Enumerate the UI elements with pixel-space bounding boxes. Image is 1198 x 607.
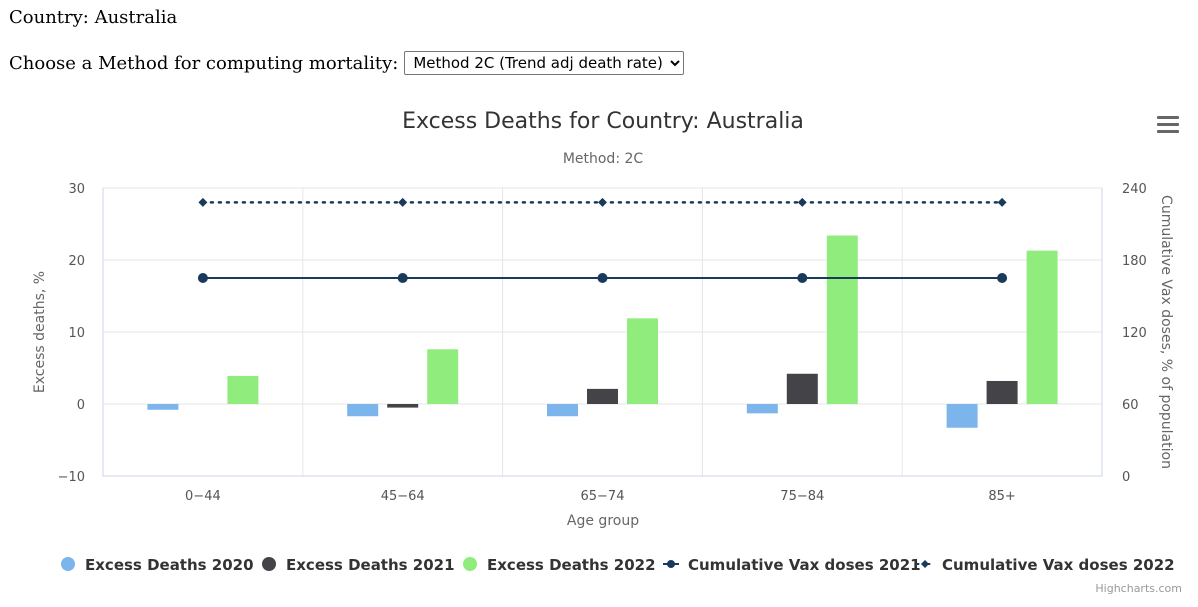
bar-excess-deaths-2022 xyxy=(427,349,459,404)
bar-excess-deaths-2021 xyxy=(786,373,818,404)
y-tick-label: −10 xyxy=(58,470,85,485)
legend-item-cumulative-vax-doses-2021[interactable]: Cumulative Vax doses 2021 xyxy=(688,556,921,574)
bar-excess-deaths-2022 xyxy=(627,318,658,404)
y2-tick-label: 240 xyxy=(1122,182,1147,197)
marker-cumulative-vax-doses-2021 xyxy=(397,273,408,283)
legend-symbol-excess-deaths-2021 xyxy=(262,557,276,571)
legend-item-cumulative-vax-doses-2022[interactable]: Cumulative Vax doses 2022 xyxy=(942,556,1175,574)
marker-cumulative-vax-doses-2022 xyxy=(797,197,807,207)
bar-excess-deaths-2021 xyxy=(986,380,1018,404)
method-prompt: Choose a Method for computing mortality: xyxy=(9,52,399,74)
grid xyxy=(102,187,1103,477)
x-tick-label: 65−74 xyxy=(581,489,625,504)
y-axis-title: Excess deaths, % xyxy=(32,271,48,393)
chart-title: Excess Deaths for Country: Australia xyxy=(402,109,804,134)
bar-excess-deaths-2020 xyxy=(746,404,778,414)
y2-axis-title: Cumulative Vax doses, % of population xyxy=(1158,195,1174,469)
legend-item-excess-deaths-2022[interactable]: Excess Deaths 2022 xyxy=(487,556,656,574)
bar-excess-deaths-2020 xyxy=(147,404,179,410)
marker-cumulative-vax-doses-2021 xyxy=(797,273,808,283)
legend-symbol-excess-deaths-2020 xyxy=(61,557,75,571)
x-tick-label: 75−84 xyxy=(780,489,824,504)
legend: Excess Deaths 2020 Excess Deaths 2021 Exce… xyxy=(61,556,1175,574)
bars-layer xyxy=(147,235,1058,428)
marker-cumulative-vax-doses-2022 xyxy=(398,197,408,207)
legend-item-excess-deaths-2021[interactable]: Excess Deaths 2021 xyxy=(286,556,455,574)
marker-cumulative-vax-doses-2021 xyxy=(197,273,208,283)
method-row: Choose a Method for computing mortality:… xyxy=(9,51,685,75)
country-label: Country: Australia xyxy=(9,7,178,28)
x-axis-title: Age group xyxy=(567,513,639,529)
y2-tick-label: 0 xyxy=(1122,470,1130,485)
y-tick-label: 0 xyxy=(77,398,85,413)
legend-symbol-cumulative-vax-doses-2022 xyxy=(921,560,929,568)
legend-symbol-excess-deaths-2022 xyxy=(463,557,477,571)
marker-cumulative-vax-doses-2022 xyxy=(598,197,607,207)
y2-tick-label: 60 xyxy=(1122,398,1139,413)
y2-tick-label: 180 xyxy=(1122,254,1147,269)
x-tick-label: 85+ xyxy=(988,489,1015,504)
marker-cumulative-vax-doses-2022 xyxy=(997,197,1007,207)
bar-excess-deaths-2020 xyxy=(347,404,379,417)
lines-layer xyxy=(197,197,1008,283)
chart-subtitle: Method: 2C xyxy=(563,151,644,167)
y-tick-label: 20 xyxy=(68,254,85,269)
x-tick-label: 45−64 xyxy=(381,489,425,504)
legend-symbol-cumulative-vax-doses-2021 xyxy=(667,560,675,568)
marker-cumulative-vax-doses-2021 xyxy=(997,273,1008,283)
marker-cumulative-vax-doses-2022 xyxy=(198,197,208,207)
bar-excess-deaths-2022 xyxy=(826,235,858,404)
method-select[interactable]: Method 2C (Trend adj death rate) xyxy=(404,51,685,75)
highcharts-credits[interactable]: Highcharts.com xyxy=(1095,582,1182,595)
bar-excess-deaths-2022 xyxy=(227,375,259,404)
legend-item-excess-deaths-2020[interactable]: Excess Deaths 2020 xyxy=(85,556,254,574)
y2-tick-label: 120 xyxy=(1122,326,1147,341)
bar-excess-deaths-2021 xyxy=(587,388,618,404)
hamburger-menu-icon[interactable] xyxy=(1157,116,1179,136)
bar-excess-deaths-2021 xyxy=(387,404,419,408)
x-tick-label: 0−44 xyxy=(185,489,221,504)
bar-excess-deaths-2022 xyxy=(1026,250,1058,404)
y-tick-label: 10 xyxy=(68,326,85,341)
marker-cumulative-vax-doses-2021 xyxy=(597,273,608,283)
y-tick-label: 30 xyxy=(68,182,85,197)
axes: −10 0 10 20 30 0 60 120 180 240 0−44 45−64 65−74 75−8… xyxy=(58,182,1147,504)
bar-excess-deaths-2020 xyxy=(547,404,578,417)
bar-excess-deaths-2020 xyxy=(946,404,978,428)
